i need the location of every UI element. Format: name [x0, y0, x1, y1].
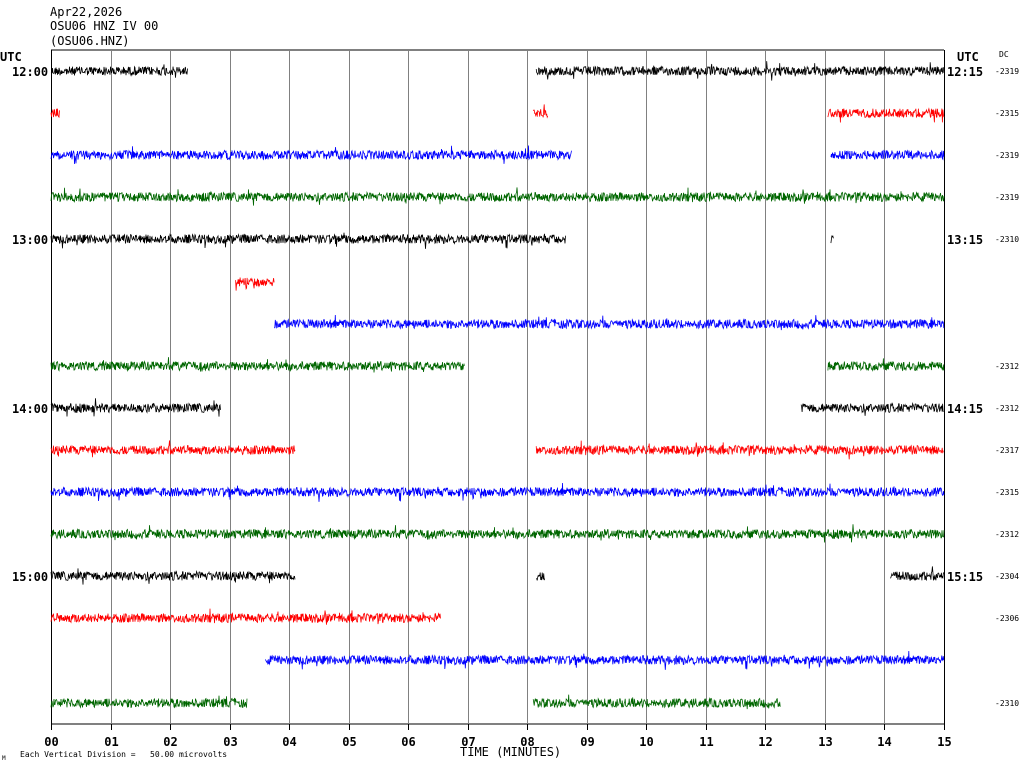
row-dc-value: -2319	[995, 193, 1019, 202]
row-dc-value: -2310	[995, 699, 1019, 708]
row-dc-value: -2312	[995, 530, 1019, 539]
header-channel: (OSU06.HNZ)	[50, 34, 129, 48]
trace-segment	[50, 232, 566, 249]
trace-row	[50, 694, 781, 710]
trace-segment	[827, 358, 945, 372]
x-tick-label: 15	[937, 735, 951, 749]
x-tick-label: 04	[282, 735, 296, 749]
trace-row	[50, 524, 945, 543]
x-tick-label: 09	[580, 735, 594, 749]
trace-segment	[50, 187, 945, 206]
row-dc-value: -2319	[995, 67, 1019, 76]
row-dc-value: -2312	[995, 404, 1019, 413]
plot-labels: 00 01 02 03 04 05 06 07 08 09 10 11 12 13 14 15 12:00 12:…	[12, 65, 1019, 749]
row-time-left: 15:00	[12, 570, 48, 584]
trace-segment	[535, 61, 945, 81]
trace-segment	[827, 107, 945, 123]
row-dc-value: -2312	[995, 362, 1019, 371]
row-dc-value: -2317	[995, 446, 1019, 455]
trace-row	[50, 145, 945, 165]
x-tick-label: 11	[699, 735, 713, 749]
trace-row	[235, 277, 275, 291]
trace-segment	[50, 145, 572, 165]
row-time-right: 15:15	[947, 570, 983, 584]
trace-segment	[50, 482, 945, 502]
trace-row	[50, 398, 944, 417]
x-tick-label: 02	[163, 735, 177, 749]
x-tick-label: 05	[342, 735, 356, 749]
dc-label: DC	[999, 50, 1009, 59]
trace-segment	[50, 568, 296, 585]
trace-row	[50, 232, 834, 249]
row-time-right: 12:15	[947, 65, 983, 79]
trace-segment	[800, 401, 944, 416]
trace-segment	[50, 608, 441, 625]
row-time-right: 13:15	[947, 233, 983, 247]
row-dc-value: -2306	[995, 614, 1019, 623]
trace-row	[273, 314, 945, 331]
trace-segment	[50, 108, 60, 119]
utc-left-label: UTC	[0, 50, 22, 64]
x-tick-label: 07	[461, 735, 475, 749]
trace-segment	[830, 235, 834, 244]
row-dc-value: -2310	[995, 235, 1019, 244]
row-dc-value: -2315	[995, 109, 1019, 118]
scale-note: Each Vertical Division = 50.00 microvolt…	[20, 750, 227, 759]
row-time-left: 14:00	[12, 402, 48, 416]
utc-right-label: UTC	[957, 50, 979, 64]
trace-segment	[50, 524, 945, 543]
x-tick-label: 01	[104, 735, 118, 749]
header-date: Apr22,2026	[50, 5, 122, 19]
header-station: OSU06 HNZ IV 00	[50, 19, 158, 33]
trace-segment	[50, 398, 221, 417]
row-time-right: 14:15	[947, 402, 983, 416]
trace-row	[264, 650, 945, 670]
trace-row	[50, 482, 945, 502]
trace-segment	[50, 695, 248, 709]
row-dc-value: -2319	[995, 151, 1019, 160]
x-axis-label: TIME (MINUTES)	[460, 745, 561, 759]
row-time-left: 12:00	[12, 65, 48, 79]
x-tick-label: 00	[44, 735, 58, 749]
trace-segment	[50, 440, 296, 458]
trace-row	[50, 187, 945, 206]
trace-segment	[532, 694, 781, 710]
x-tick-label: 12	[758, 735, 772, 749]
trace-segment	[50, 357, 465, 373]
row-dc-value: -2304	[995, 572, 1019, 581]
trace-segment	[235, 277, 275, 291]
trace-segment	[830, 149, 945, 161]
x-tick-label: 08	[520, 735, 534, 749]
row-dc-value: -2315	[995, 488, 1019, 497]
trace-row	[50, 104, 945, 123]
row-time-left: 13:00	[12, 233, 48, 247]
trace-row	[50, 608, 441, 625]
trace-segment	[273, 314, 945, 331]
x-tick-label: 13	[818, 735, 832, 749]
seismic-traces	[50, 61, 945, 710]
trace-segment	[535, 572, 546, 581]
trace-row	[50, 357, 945, 373]
trace-row	[50, 566, 945, 585]
x-tick-label: 10	[639, 735, 653, 749]
trace-segment	[890, 566, 945, 582]
trace-segment	[532, 104, 549, 119]
x-tick-label: 14	[877, 735, 891, 749]
trace-segment	[535, 440, 944, 460]
trace-row	[50, 61, 945, 81]
trace-segment	[50, 64, 188, 78]
plot-grid	[51, 49, 945, 730]
x-tick-label: 03	[223, 735, 237, 749]
trace-segment	[264, 650, 945, 670]
x-tick-label: 06	[401, 735, 415, 749]
corner-mark: M	[2, 755, 6, 762]
trace-row	[50, 440, 944, 460]
